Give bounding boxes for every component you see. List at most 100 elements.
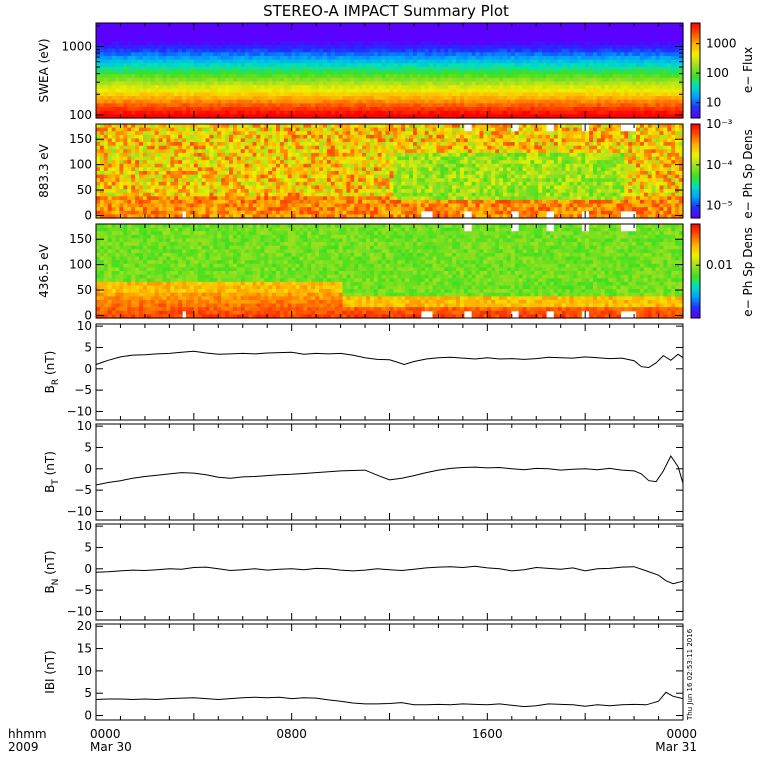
- spectrogram-cell: [479, 23, 485, 28]
- spectrogram-cell: [193, 74, 199, 79]
- spectrogram-cell: [131, 81, 136, 86]
- spectrogram-cell: [197, 92, 203, 97]
- spectrogram-cell: [217, 88, 222, 94]
- spectrogram-cell: [389, 99, 395, 104]
- spectrogram-cell: [162, 114, 168, 119]
- spectrogram-cell: [354, 33, 359, 39]
- spectrogram-cell: [154, 81, 160, 86]
- spectrogram-cell: [639, 77, 645, 83]
- spectrogram-cell: [146, 149, 152, 154]
- spectrogram-cell: [236, 171, 242, 176]
- spectrogram-cell: [154, 192, 160, 197]
- spectrogram-cell: [217, 181, 222, 187]
- spectrogram-cell: [232, 110, 238, 115]
- spectrogram-cell: [604, 114, 610, 119]
- spectrogram-cell: [268, 41, 273, 46]
- spectrogram-cell: [487, 103, 492, 108]
- spectrogram-cell: [205, 134, 211, 140]
- spectrogram-cell: [96, 103, 101, 108]
- spectrogram-cell: [193, 160, 199, 165]
- spectrogram-cell: [291, 52, 297, 57]
- spectrogram-cell: [377, 37, 383, 42]
- spectrogram-cell: [639, 41, 645, 46]
- spectrogram-cell: [573, 74, 578, 79]
- spectrogram-cell: [123, 160, 128, 165]
- spectrogram-cell: [452, 48, 457, 53]
- spectrogram-cell: [127, 96, 132, 101]
- spectrogram-cell: [213, 174, 218, 179]
- spectrogram-cell: [135, 41, 140, 46]
- spectrogram-cell: [154, 88, 160, 94]
- spectrogram-cell: [287, 77, 293, 83]
- spectrogram-cell: [131, 74, 136, 79]
- spectrogram-cell: [260, 23, 265, 28]
- spectrogram-cell: [186, 85, 191, 90]
- spectrogram-cell: [170, 110, 175, 115]
- spectrogram-cell: [272, 41, 277, 46]
- spectrogram-cell: [291, 99, 297, 104]
- spectrogram-cell: [158, 185, 164, 190]
- spectrogram-cell: [131, 92, 136, 97]
- spectrogram-cell: [491, 26, 496, 31]
- spectrogram-cell: [186, 167, 191, 172]
- spectrogram-cell: [103, 207, 109, 212]
- spectrogram-cell: [647, 23, 653, 28]
- spectrogram-cell: [604, 44, 610, 50]
- spectrogram-cell: [217, 207, 222, 212]
- spectrogram-cell: [495, 66, 500, 72]
- spectrogram-cell: [236, 85, 242, 90]
- spectrogram-cell: [139, 167, 144, 172]
- spectrogram-cell: [659, 74, 665, 79]
- spectrogram-cell: [213, 214, 218, 219]
- spectrogram-cell: [569, 85, 575, 90]
- spectrogram-cell: [287, 44, 293, 50]
- spectrogram-cell: [342, 81, 348, 86]
- spectrogram-cell: [475, 114, 481, 119]
- spectrogram-cell: [201, 185, 207, 190]
- spectrogram-cell: [150, 81, 156, 86]
- spectrogram-cell: [639, 96, 645, 101]
- spectrogram-cell: [111, 134, 117, 140]
- spectrogram-cell: [385, 77, 391, 83]
- spectrogram-cell: [96, 66, 101, 72]
- spectrogram-cell: [346, 107, 351, 112]
- spectrogram-cell: [334, 23, 340, 28]
- spectrogram-cell: [232, 124, 238, 129]
- spectrogram-cell: [542, 114, 547, 119]
- spectrogram-cell: [549, 63, 555, 68]
- spectrogram-cell: [162, 52, 168, 57]
- spectrogram-cell: [103, 185, 109, 190]
- spectrogram-cell: [448, 59, 453, 64]
- spectrogram-cell: [221, 96, 226, 101]
- spectrogram-cell: [405, 92, 410, 97]
- spectrogram-cell: [189, 160, 195, 165]
- spectrogram-cell: [330, 44, 336, 50]
- spectrogram-cell: [115, 110, 121, 115]
- spectrogram-cell: [213, 210, 218, 215]
- spectrogram-cell: [479, 37, 485, 42]
- spectrogram-cell: [319, 96, 324, 101]
- spectrogram-cell: [115, 156, 121, 161]
- spectrogram-cell: [236, 207, 242, 212]
- spectrogram-cell: [276, 59, 281, 64]
- spectrogram-cell: [581, 99, 586, 104]
- spectrogram-cell: [518, 85, 524, 90]
- spectrogram-cell: [585, 63, 590, 68]
- spectrogram-cell: [209, 178, 214, 183]
- spectrogram-cell: [393, 66, 398, 72]
- colorbar: [690, 22, 701, 119]
- spectrogram-cell: [197, 178, 203, 183]
- spectrogram-cell: [569, 23, 575, 28]
- spectrogram-cell: [150, 107, 156, 112]
- spectrogram-cell: [221, 63, 226, 68]
- spectrogram-cell: [495, 99, 500, 104]
- spectrogram-cell: [189, 192, 195, 197]
- spectrogram-cell: [452, 30, 457, 35]
- spectrogram-cell: [197, 66, 203, 72]
- spectrogram-cell: [628, 85, 633, 90]
- spectrogram-cell: [326, 107, 332, 112]
- spectrogram-cell: [577, 107, 582, 112]
- spectrogram-cell: [236, 214, 242, 219]
- spectrogram-cell: [260, 74, 265, 79]
- spectrogram-cell: [248, 44, 254, 50]
